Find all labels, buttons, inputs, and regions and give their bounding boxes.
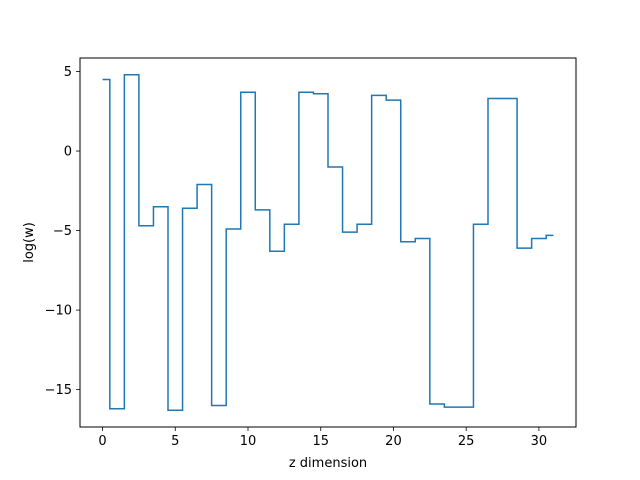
x-tick-label: 20 <box>385 434 402 449</box>
x-tick-label: 15 <box>312 434 329 449</box>
y-axis-ticks: 5 0 −5 −10 −15 <box>45 65 80 398</box>
y-axis-label: log(w) <box>22 222 37 263</box>
series-line-0 <box>102 73 554 412</box>
y-tick-label: −5 <box>53 224 72 239</box>
x-tick-label: 25 <box>458 434 475 449</box>
x-tick-label: 30 <box>531 434 548 449</box>
x-tick-label: 10 <box>240 434 257 449</box>
x-axis-ticks: 0 5 10 15 20 25 30 <box>98 427 547 449</box>
y-tick-label: 5 <box>64 65 72 80</box>
y-tick-label: 0 <box>64 145 72 160</box>
axes-frame <box>79 57 577 428</box>
plot-series <box>102 73 554 412</box>
y-tick-label: −15 <box>45 383 72 398</box>
y-tick-label: −10 <box>45 304 72 319</box>
x-tick-label: 0 <box>98 434 106 449</box>
x-tick-label: 5 <box>171 434 179 449</box>
x-axis-label: z dimension <box>289 456 367 471</box>
